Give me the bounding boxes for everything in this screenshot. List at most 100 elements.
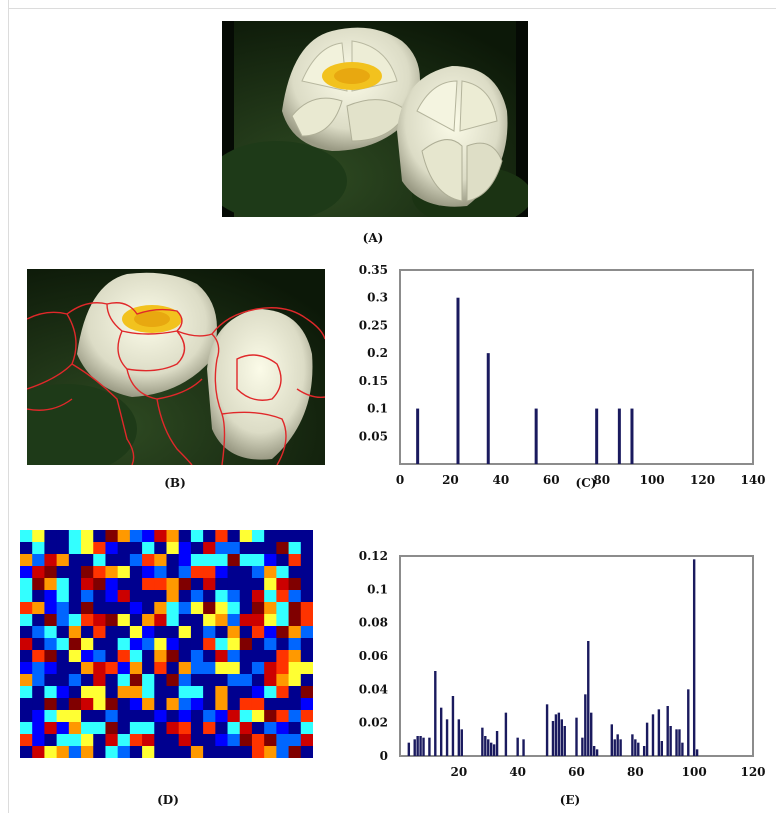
grid-cell — [81, 566, 94, 579]
grid-cell — [203, 626, 216, 639]
grid-cell — [264, 674, 277, 687]
grid-cell — [264, 626, 277, 639]
x-tick-label: 20 — [450, 765, 467, 779]
grid-cell — [190, 746, 204, 758]
grid-cell — [178, 710, 192, 723]
grid-cell — [68, 650, 82, 663]
panel-d-grid — [20, 530, 313, 758]
grid-cell — [32, 686, 45, 699]
grid-cell — [276, 578, 290, 591]
grid-cell — [166, 542, 180, 555]
grid-cell — [20, 734, 33, 747]
y-tick-label: 0.1 — [367, 402, 388, 416]
grid-cell — [227, 626, 241, 639]
grid-cell — [81, 686, 94, 699]
grid-cell — [166, 554, 180, 567]
grid-cell — [288, 626, 302, 639]
grid-cell — [93, 614, 106, 627]
grid-cell — [239, 662, 253, 675]
grid-cell — [44, 602, 58, 615]
grid-cell — [178, 746, 192, 758]
grid-cell — [117, 638, 131, 651]
grid-cell — [32, 530, 45, 543]
grid-cell — [129, 734, 143, 747]
x-tick-label: 120 — [690, 473, 715, 487]
grid-cell — [166, 602, 180, 615]
bar — [630, 408, 634, 464]
bar — [456, 297, 460, 464]
grid-cell — [190, 626, 204, 639]
grid-cell — [251, 542, 265, 555]
grid-cell — [81, 590, 94, 603]
caption-a: (A) — [362, 231, 384, 245]
grid-cell — [239, 674, 253, 687]
grid-cell — [142, 554, 155, 567]
grid-cell — [129, 674, 143, 687]
grid-cell — [154, 710, 167, 723]
bar — [504, 712, 508, 756]
grid-cell — [227, 686, 241, 699]
grid-cell — [276, 674, 290, 687]
grid-cell — [20, 542, 33, 555]
grid-cell — [227, 566, 241, 579]
grid-cell — [105, 722, 119, 735]
grid-cell — [117, 686, 131, 699]
grid-cell — [129, 638, 143, 651]
grid-cell — [215, 734, 229, 747]
grid-cell — [288, 566, 302, 579]
grid-cell — [68, 614, 82, 627]
bar — [413, 739, 416, 756]
grid-cell — [117, 530, 131, 543]
grid-cell — [276, 530, 290, 543]
grid-cell — [142, 530, 155, 543]
grid-cell — [105, 698, 119, 711]
grid-cell — [203, 710, 216, 723]
grid-cell — [276, 602, 290, 615]
bar — [595, 408, 599, 464]
grid-cell — [105, 710, 119, 723]
grid-cell — [93, 746, 106, 758]
grid-cell — [190, 686, 204, 699]
grid-cell — [300, 638, 313, 651]
grid-cell — [105, 662, 119, 675]
grid-cell — [68, 626, 82, 639]
grid-cell — [93, 542, 106, 555]
grid-cell — [264, 614, 277, 627]
grid-cell — [239, 554, 253, 567]
grid-cell — [227, 554, 241, 567]
grid-cell — [203, 674, 216, 687]
bar — [516, 737, 519, 756]
grid-cell — [105, 578, 119, 591]
grid-cell — [178, 578, 192, 591]
bar — [592, 746, 596, 756]
bar — [492, 744, 496, 756]
x-tick-label: 40 — [509, 765, 526, 779]
grid-cell — [178, 698, 192, 711]
caption-e: (E) — [559, 793, 581, 807]
grid-cell — [178, 626, 192, 639]
grid-cell — [300, 734, 313, 747]
grid-cell — [68, 542, 82, 555]
grid-cell — [154, 662, 167, 675]
grid-cell — [105, 602, 119, 615]
bar — [484, 736, 487, 756]
grid-cell — [190, 566, 204, 579]
grid-cell — [129, 686, 143, 699]
x-tick-label: 100 — [640, 473, 665, 487]
grid-cell — [239, 530, 253, 543]
grid-cell — [56, 746, 70, 758]
grid-cell — [142, 614, 155, 627]
grid-cell — [81, 614, 94, 627]
grid-cell — [276, 590, 290, 603]
x-tick-label: 60 — [543, 473, 560, 487]
grid-cell — [227, 650, 241, 663]
grid-cell — [215, 698, 229, 711]
grid-cell — [178, 602, 192, 615]
grid-cell — [154, 614, 167, 627]
grid-cell — [203, 734, 216, 747]
grid-cell — [227, 662, 241, 675]
bar — [460, 729, 463, 756]
grid-cell — [203, 662, 216, 675]
grid-cell — [81, 602, 94, 615]
grid-cell — [203, 698, 216, 711]
